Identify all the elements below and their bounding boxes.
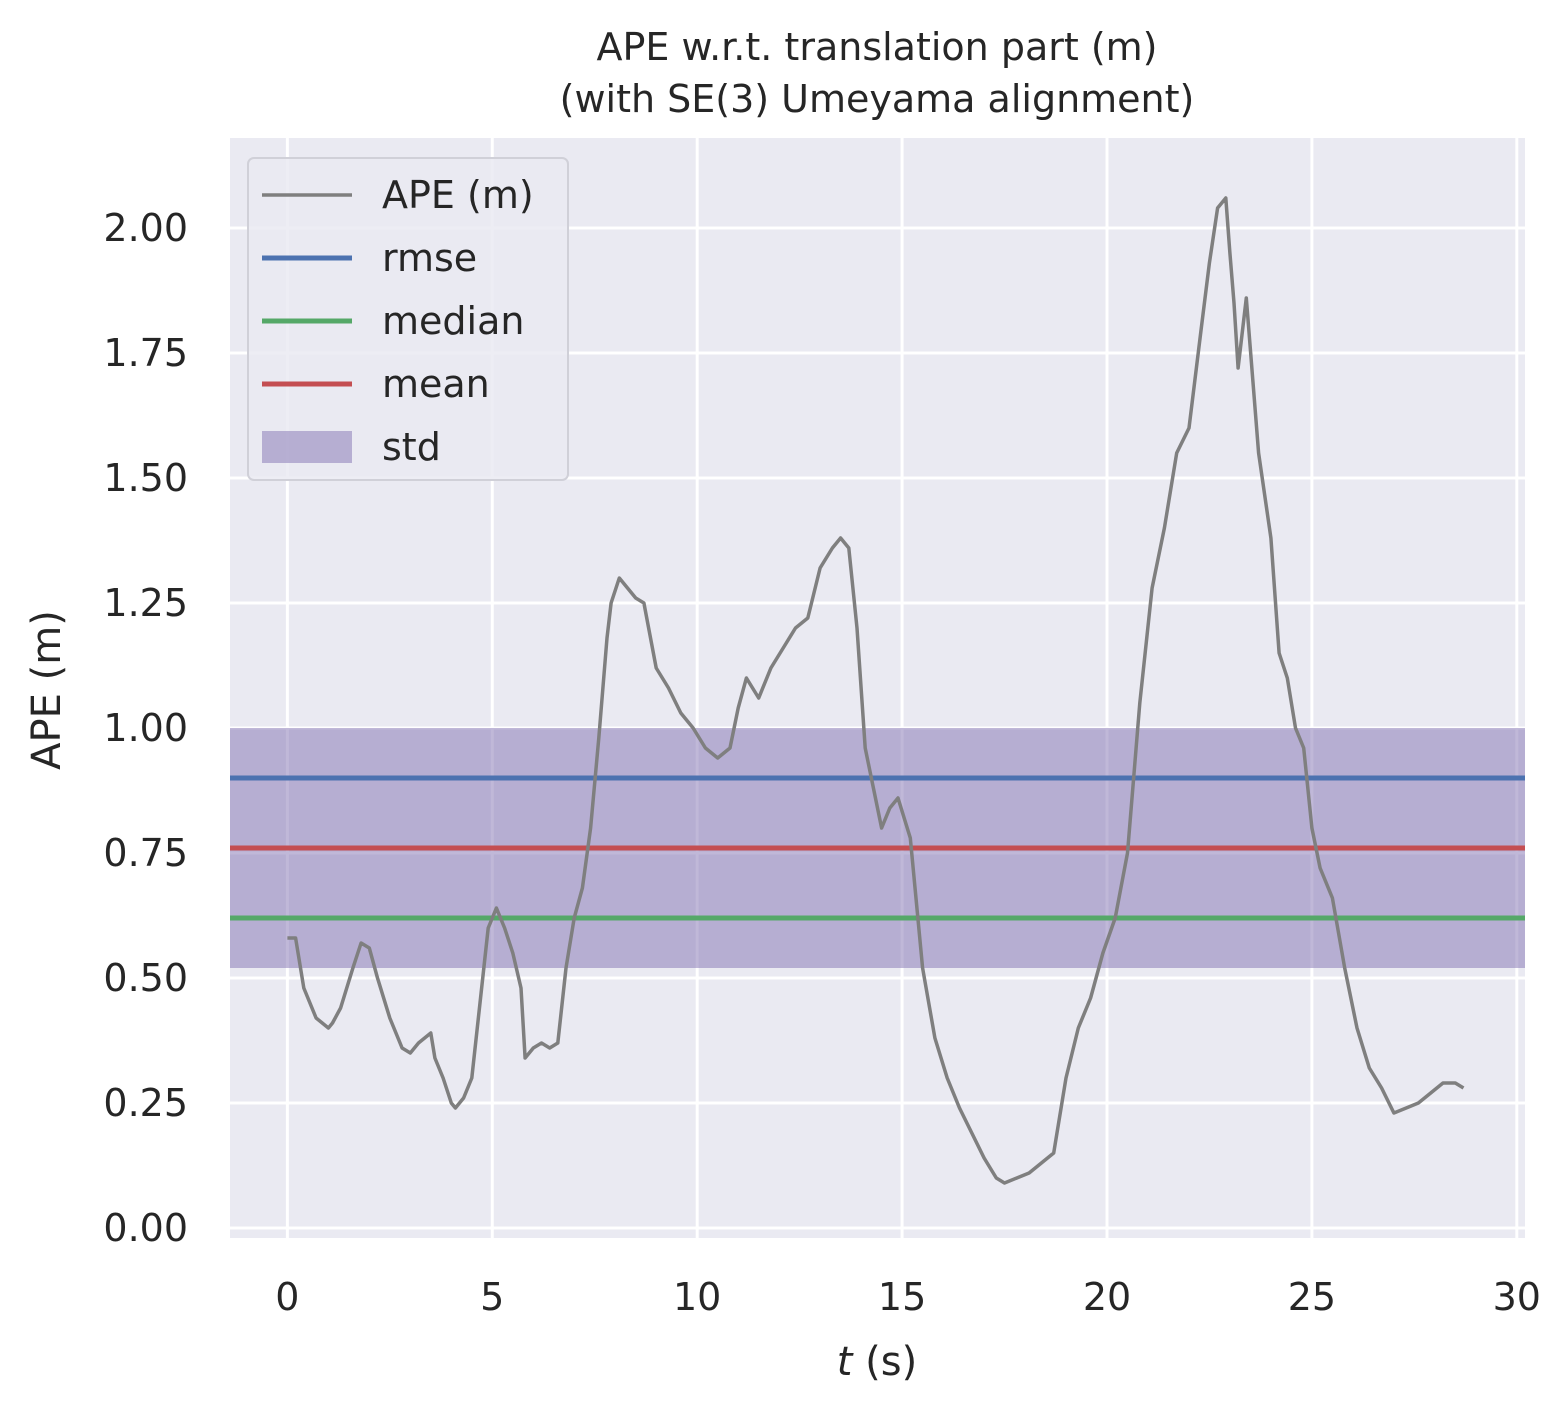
y-tick-label: 0.00 bbox=[103, 1206, 188, 1250]
legend-swatch-std bbox=[262, 431, 352, 463]
x-tick-label: 5 bbox=[480, 1275, 504, 1319]
chart-subtitle: (with SE(3) Umeyama alignment) bbox=[560, 77, 1195, 121]
x-tick-label: 20 bbox=[1083, 1275, 1131, 1319]
legend: APE (m) rmse median mean std bbox=[247, 157, 569, 481]
x-axis-label: t (s) bbox=[837, 1339, 917, 1385]
x-tick-label: 10 bbox=[673, 1275, 721, 1319]
legend-label: APE (m) bbox=[382, 173, 534, 217]
x-tick-label: 0 bbox=[275, 1275, 299, 1319]
x-tick-label: 30 bbox=[1493, 1275, 1541, 1319]
legend-label: median bbox=[382, 299, 524, 343]
y-tick-label: 1.00 bbox=[103, 706, 188, 750]
legend-label: std bbox=[382, 425, 441, 469]
x-tick-label: 15 bbox=[878, 1275, 926, 1319]
y-tick-label: 1.25 bbox=[103, 581, 188, 625]
legend-box bbox=[247, 157, 569, 481]
legend-label: rmse bbox=[382, 236, 477, 280]
legend-label: mean bbox=[382, 362, 490, 406]
y-tick-label: 2.00 bbox=[103, 206, 188, 250]
chart-title: APE w.r.t. translation part (m) bbox=[596, 25, 1157, 69]
y-tick-label: 0.75 bbox=[103, 831, 188, 875]
y-tick-label: 0.50 bbox=[103, 956, 188, 1000]
x-axis-label-unit: (s) bbox=[852, 1339, 917, 1385]
y-tick-label: 0.25 bbox=[103, 1081, 188, 1125]
plot-area: 0 5 10 15 20 25 30 0.00 0.25 0.50 0.75 1.00 1.25 1.50… bbox=[103, 138, 1541, 1319]
x-tick-label: 25 bbox=[1288, 1275, 1336, 1319]
ape-series-line bbox=[287, 196, 1465, 1185]
x-axis-label-var: t bbox=[837, 1339, 854, 1385]
y-tick-label: 1.50 bbox=[103, 456, 188, 500]
y-axis-label: APE (m) bbox=[24, 610, 70, 770]
y-tick-label: 1.75 bbox=[103, 331, 188, 375]
